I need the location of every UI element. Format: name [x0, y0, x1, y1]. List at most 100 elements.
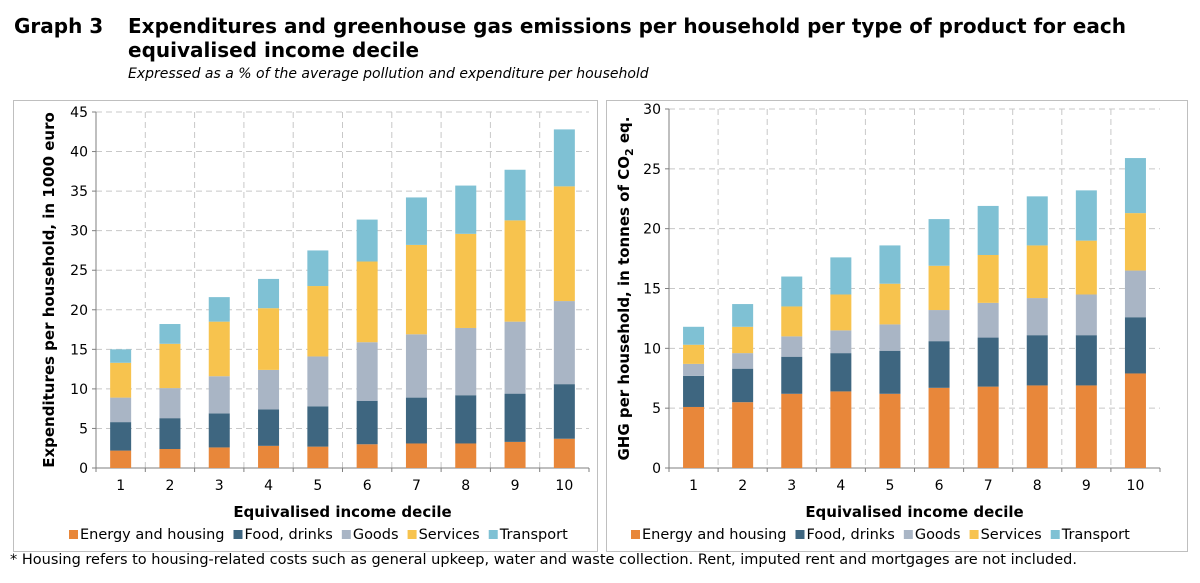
bar-segment-goods [1124, 270, 1146, 318]
legend-swatch [488, 530, 498, 539]
y-tick-label: 5 [652, 401, 661, 417]
bar-segment-services [110, 362, 132, 398]
bar-segment-goods [1026, 298, 1048, 336]
legend-swatch [795, 530, 805, 539]
bar-segment-goods [159, 388, 181, 419]
x-tick-label: 4 [264, 478, 273, 494]
bar-segment-transport [553, 129, 575, 187]
legend-swatch [969, 530, 979, 539]
ghg-chart: 0 5 10 15 20 25 30 1 2 3 4 5 6 7 8 9 10 Equivalised incom… [615, 102, 1161, 543]
x-tick-label: 8 [1033, 478, 1042, 494]
bar-segment-goods [455, 327, 477, 396]
footnote: * Housing refers to housing-related cost… [10, 552, 1077, 568]
bar-segment-transport [208, 297, 230, 322]
bar-segment-goods [830, 330, 852, 354]
bar-segment-goods [683, 363, 705, 376]
legend-label: Transport [499, 527, 568, 543]
bar-segment-energy-and-housing [1124, 373, 1146, 468]
y-tick-label: 30 [643, 102, 661, 118]
bar-segment-goods [732, 353, 754, 369]
y-tick-label: 0 [652, 461, 661, 477]
bar-segment-energy-and-housing [553, 438, 575, 468]
bar-segment-food-drinks [1124, 317, 1146, 374]
bar-segment-goods [504, 321, 526, 394]
x-tick-label: 1 [116, 478, 125, 494]
bar-segment-goods [208, 376, 230, 414]
x-tick-label: 7 [412, 478, 421, 494]
bar-segment-energy-and-housing [977, 386, 999, 468]
x-tick-label: 10 [555, 478, 573, 494]
legend-swatch [69, 530, 78, 539]
bar-segment-food-drinks [504, 393, 526, 442]
bar-segment-goods [1075, 294, 1097, 336]
bar-segment-transport [830, 257, 852, 295]
bar-segment-transport [455, 185, 477, 234]
legend-swatch [407, 530, 417, 539]
legend-swatch [903, 530, 913, 539]
y-axis-title: GHG per household, in tonnes of CO2 eq. [615, 117, 636, 461]
bar-segment-energy-and-housing [879, 393, 901, 468]
bar-segment-goods [110, 397, 132, 423]
x-tick-label: 7 [984, 478, 993, 494]
x-tick-label: 5 [313, 478, 322, 494]
bar-segment-energy-and-housing [159, 449, 181, 468]
legend-swatch [1050, 530, 1060, 539]
y-tick-label: 5 [79, 421, 88, 437]
legend-label: Transport [1061, 527, 1130, 543]
bar-segment-transport [110, 349, 132, 363]
bar-segment-energy-and-housing [504, 441, 526, 468]
graph-number: Graph 3 [14, 14, 104, 38]
bar-segment-food-drinks [1026, 335, 1048, 386]
bar-segment-transport [781, 276, 803, 307]
bar-segment-services [405, 244, 427, 335]
bar-segment-food-drinks [879, 350, 901, 394]
bar-segment-goods [258, 369, 280, 410]
bar-segment-transport [307, 250, 329, 287]
bar-segment-food-drinks [159, 418, 181, 450]
bar-segment-services [504, 220, 526, 322]
bar-segment-transport [1026, 196, 1048, 246]
bar-segment-goods [553, 301, 575, 385]
bar-segment-services [977, 254, 999, 303]
bar-segment-food-drinks [928, 341, 950, 388]
bar-segment-transport [977, 205, 999, 255]
bar-segment-goods [356, 342, 378, 401]
bar-segment-energy-and-housing [830, 391, 852, 468]
bar-segment-energy-and-housing [1075, 385, 1097, 468]
bar-segment-services [781, 306, 803, 337]
bar-segment-food-drinks [732, 368, 754, 403]
bar-segment-services [1124, 213, 1146, 271]
bar-segment-transport [159, 324, 181, 344]
y-tick-label: 30 [70, 224, 88, 240]
y-tick-label: 15 [643, 282, 661, 298]
bar-segment-energy-and-housing [258, 445, 280, 468]
legend-label: Food, drinks [245, 527, 333, 543]
x-tick-label: 6 [363, 478, 372, 494]
bar-segment-services [1075, 240, 1097, 295]
bar-segment-transport [258, 278, 280, 309]
legend-label: Food, drinks [807, 527, 895, 543]
y-tick-label: 25 [643, 162, 661, 178]
bar-segment-transport [928, 219, 950, 266]
x-tick-label: 1 [689, 478, 698, 494]
legend-label: Services [981, 527, 1042, 543]
x-tick-label: 8 [461, 478, 470, 494]
bar-segment-transport [732, 304, 754, 327]
bar-segment-services [732, 326, 754, 354]
bar-segment-services [879, 283, 901, 325]
legend-label: Goods [915, 527, 961, 543]
expenditure-chart-panel: 0 5 10 15 20 25 30 35 40 45 1 2 3 4 5 6 7 8 9 10 Equivalised… [13, 100, 598, 552]
bar-segment-food-drinks [110, 422, 132, 451]
chart-title: Expenditures and greenhouse gas emission… [128, 14, 1126, 62]
x-tick-label: 2 [738, 478, 747, 494]
legend-label: Services [419, 527, 480, 543]
x-tick-label: 5 [885, 478, 894, 494]
x-tick-label: 6 [935, 478, 944, 494]
x-tick-label: 10 [1127, 478, 1145, 494]
y-axis-title: Expenditures per household, in 1000 euro [40, 112, 58, 468]
bar-segment-goods [879, 324, 901, 351]
bar-segment-energy-and-housing [208, 447, 230, 468]
y-tick-label: 20 [643, 222, 661, 238]
bar-segment-goods [307, 356, 329, 407]
y-tick-label: 10 [643, 341, 661, 357]
